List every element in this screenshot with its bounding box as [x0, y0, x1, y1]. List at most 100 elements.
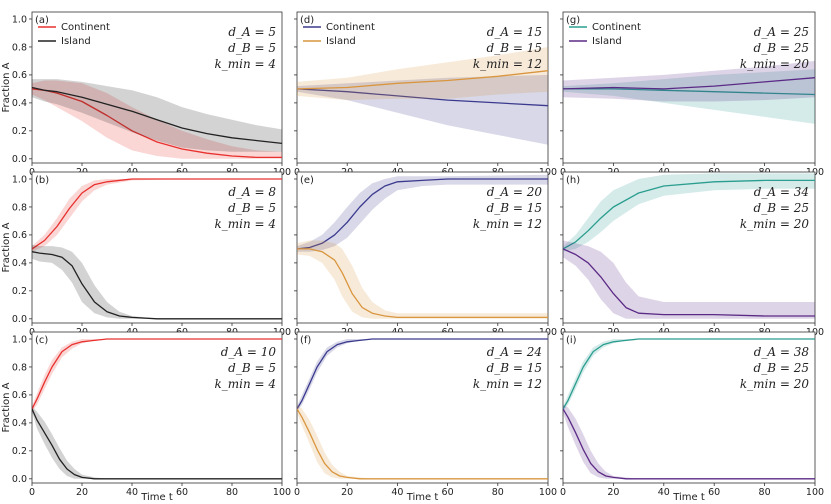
x-tick-label: 100 — [806, 487, 824, 498]
param-dB: d_B = 5 — [228, 41, 276, 55]
y-tick-label: 1.0 — [12, 174, 27, 185]
y-tick-label: 0.2 — [12, 286, 27, 297]
panel-frame — [562, 331, 816, 484]
panel-grid: 0 20 40 60 80 100 0.0 0.2 0.4 0.6 0.8 1.0 (a) d_A = 5… — [12, 11, 824, 498]
param-dB: d_B = 15 — [487, 361, 542, 375]
panel-frame — [31, 171, 283, 324]
panel-label: (a) — [35, 15, 49, 26]
plot-area — [32, 178, 282, 320]
param-dB: d_B = 15 — [487, 201, 542, 215]
y-tick-label: 0.2 — [12, 446, 27, 457]
param-dA: d_A = 8 — [228, 185, 276, 199]
panel-params: d_A = 8 d_B = 5 k_min = 4 — [214, 185, 276, 231]
y-tick-label: 0.6 — [12, 230, 27, 241]
param-dB: d_B = 5 — [228, 361, 276, 375]
band-island — [563, 60, 815, 102]
param-dA: d_A = 15 — [487, 25, 542, 39]
y-tick-label: 1.0 — [12, 334, 27, 345]
param-dA: d_A = 5 — [228, 25, 276, 39]
panel-params: d_A = 5 d_B = 5 k_min = 4 — [214, 25, 276, 71]
panel-frame — [296, 171, 549, 324]
x-tick-label: 80 — [759, 487, 771, 498]
param-dB: d_B = 5 — [228, 201, 276, 215]
param-kmin: k_min = 4 — [214, 377, 276, 391]
panel-frame — [31, 11, 283, 164]
line-continent — [563, 88, 815, 96]
x-tick-label: 100 — [539, 487, 557, 498]
line-continent — [297, 178, 548, 250]
x-tick-label: 60 — [176, 487, 188, 498]
y-tick-label: 0.4 — [12, 98, 27, 109]
line-continent — [297, 88, 548, 107]
panel-label: (f) — [300, 335, 311, 346]
panel-label: (b) — [35, 175, 49, 186]
panel-params: d_A = 38 d_B = 25 k_min = 20 — [740, 345, 810, 391]
y-tick-label: 1.0 — [12, 14, 27, 25]
x-tick-label: 0 — [294, 487, 300, 498]
param-kmin: k_min = 12 — [473, 217, 542, 231]
param-dB: d_B = 25 — [754, 361, 809, 375]
band-island — [32, 244, 282, 319]
param-dB: d_B = 15 — [487, 41, 542, 55]
legend: Continent Island — [303, 22, 375, 47]
y-tick-label: 0.0 — [12, 314, 27, 325]
x-tick-label: 0 — [29, 487, 35, 498]
band-continent — [297, 174, 548, 252]
y-tick-label: 0.6 — [12, 70, 27, 81]
legend-label-island: Island — [61, 36, 91, 47]
plot-area — [563, 60, 815, 124]
param-dA: d_A = 34 — [754, 185, 809, 199]
line-island — [32, 408, 282, 480]
x-tick-label: 80 — [492, 487, 504, 498]
x-tick-label: 20 — [607, 487, 619, 498]
param-dA: d_A = 24 — [487, 345, 542, 359]
panel-frame — [562, 171, 816, 324]
x-tick-label: 60 — [442, 487, 454, 498]
line-continent — [563, 338, 815, 410]
band-continent — [563, 173, 815, 252]
y-axis-title: Fraction A — [1, 222, 12, 272]
y-tick-label: 0.8 — [12, 362, 27, 373]
line-island — [297, 70, 548, 90]
x-tick-label: 20 — [341, 487, 353, 498]
band-island — [297, 240, 548, 319]
y-tick-label: 0.4 — [12, 258, 27, 269]
x-axis-title: Time t — [140, 492, 173, 503]
panel-params: d_A = 24 d_B = 15 k_min = 12 — [473, 345, 542, 391]
line-island — [32, 251, 282, 320]
line-island — [563, 77, 815, 90]
param-dA: d_A = 10 — [221, 345, 277, 359]
panel-label: (h) — [566, 175, 580, 186]
y-axis-title: Fraction A — [1, 62, 12, 112]
y-tick-label: 0.8 — [12, 202, 27, 213]
line-continent — [563, 179, 815, 250]
panel-frame — [31, 331, 283, 484]
band-continent — [32, 80, 282, 159]
y-axis-title: Fraction A — [1, 382, 12, 432]
param-kmin: k_min = 12 — [473, 377, 542, 391]
y-tick-label: 0.4 — [12, 418, 27, 429]
legend-label-continent: Continent — [61, 22, 110, 33]
param-kmin: k_min = 4 — [214, 217, 276, 231]
param-kmin: k_min = 20 — [740, 377, 810, 391]
legend: Continent Island — [569, 22, 641, 47]
line-island — [297, 248, 548, 319]
plot-area — [297, 174, 548, 319]
plot-area — [297, 47, 548, 145]
band-island — [32, 79, 282, 152]
y-tick-label: 0.6 — [12, 390, 27, 401]
x-tick-label: 40 — [391, 487, 403, 498]
param-kmin: k_min = 20 — [740, 57, 810, 71]
line-island — [563, 408, 815, 480]
x-tick-label: 60 — [708, 487, 720, 498]
panel-label: (e) — [300, 175, 314, 186]
x-tick-label: 80 — [226, 487, 238, 498]
legend-label-island: Island — [592, 36, 622, 47]
x-tick-label: 100 — [273, 487, 291, 498]
